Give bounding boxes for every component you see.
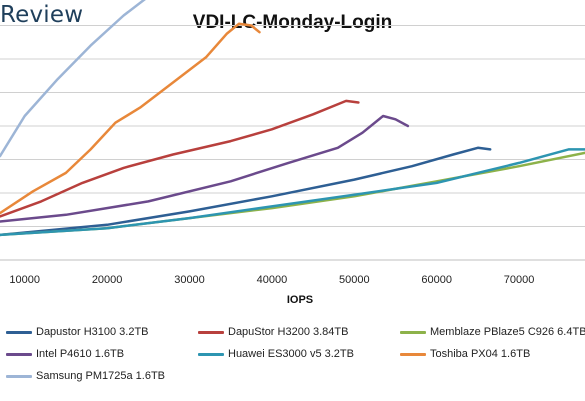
x-tick-label: 20000 bbox=[92, 274, 123, 286]
series-line bbox=[0, 151, 585, 237]
series-lines bbox=[0, 0, 585, 237]
series-line bbox=[0, 146, 492, 237]
legend-item: Toshiba PX04 1.6TB bbox=[400, 348, 530, 360]
legend-label: Memblaze PBlaze5 C926 6.4TB bbox=[430, 326, 585, 338]
legend-item: Memblaze PBlaze5 C926 6.4TB bbox=[400, 326, 585, 338]
legend-item: Dapustor H3100 3.2TB bbox=[6, 326, 149, 338]
x-tick-label: 70000 bbox=[504, 274, 535, 286]
legend-item: Intel P4610 1.6TB bbox=[6, 348, 124, 360]
series-line bbox=[0, 114, 410, 223]
legend-label: Huawei ES3000 v5 3.2TB bbox=[228, 348, 354, 360]
legend-label: DapuStor H3200 3.84TB bbox=[228, 326, 349, 338]
legend-swatch bbox=[400, 330, 426, 334]
x-tick-label: 50000 bbox=[339, 274, 370, 286]
chart-title: VDI-LC-Monday-Login bbox=[192, 12, 393, 33]
series-line bbox=[0, 99, 360, 218]
legend-label: Intel P4610 1.6TB bbox=[36, 348, 125, 360]
legend-label: Dapustor H3100 3.2TB bbox=[36, 326, 149, 338]
legend-item: DapuStor H3200 3.84TB bbox=[198, 326, 348, 338]
x-tick-label: 40000 bbox=[257, 274, 288, 286]
series-line bbox=[0, 148, 585, 237]
legend-swatch bbox=[400, 352, 426, 356]
line-chart: 10000 20000 30000 40000 50000 60000 70000 IOPS bbox=[0, 0, 585, 306]
x-axis-title: IOPS bbox=[287, 294, 313, 306]
legend-label: Toshiba PX04 1.6TB bbox=[430, 348, 531, 360]
legend-label: Samsung PM1725a 1.6TB bbox=[36, 370, 166, 382]
legend-swatch bbox=[6, 374, 32, 378]
series-line bbox=[0, 0, 146, 158]
x-tick-label: 10000 bbox=[9, 274, 40, 286]
x-tick-label: 30000 bbox=[174, 274, 205, 286]
legend-item: Samsung PM1725a 1.6TB bbox=[6, 370, 165, 382]
chart-legend: Dapustor H3100 3.2TB DapuStor H3200 3.84T… bbox=[0, 318, 585, 398]
legend-swatch bbox=[6, 330, 32, 334]
legend-item: Huawei ES3000 v5 3.2TB bbox=[198, 348, 354, 360]
legend-swatch bbox=[198, 330, 224, 334]
gridlines bbox=[0, 25, 585, 261]
legend-swatch bbox=[198, 352, 224, 356]
series-line bbox=[0, 22, 261, 215]
legend-swatch bbox=[6, 352, 32, 356]
x-axis-ticks: 10000 20000 30000 40000 50000 60000 70000 bbox=[9, 274, 534, 286]
x-tick-label: 60000 bbox=[421, 274, 452, 286]
brand-logo-text: Review bbox=[0, 2, 84, 28]
